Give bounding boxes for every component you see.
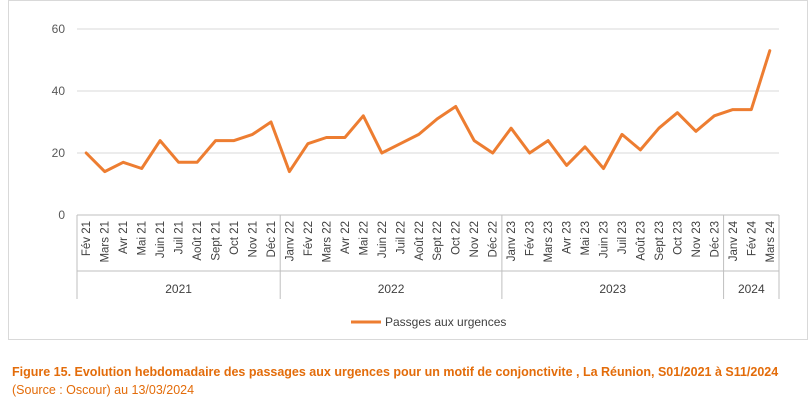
x-tick-label: Mai 23 [580,221,592,256]
x-tick-label: Juin 21 [155,221,167,258]
x-tick-label: Oct 21 [229,221,241,255]
x-tick-label: Juil 23 [617,221,629,254]
x-tick-label: Août 21 [192,221,204,261]
x-tick-label: Fév 22 [303,221,315,256]
x-tick-label: Sept 22 [432,221,444,261]
x-tick-label: Oct 23 [672,221,684,255]
legend-label: Passges aux urgences [385,315,506,329]
y-tick-label: 40 [52,84,66,98]
x-tick-label: Oct 22 [451,221,463,255]
x-tick-label: Nov 21 [248,221,260,257]
x-tick-label: Mars 21 [100,221,112,263]
x-tick-label: Fév 24 [746,220,758,256]
caption-source: (Source : Oscour) au 13/03/2024 [12,383,195,397]
x-tick-label: Janv 22 [284,221,296,261]
x-tick-label: Fév 23 [525,221,537,256]
series-line [84,49,772,174]
x-tick-label: Août 22 [414,221,426,261]
x-tick-label: Janv 23 [506,221,518,261]
y-tick-label: 60 [52,22,66,36]
x-tick-label: Août 23 [635,221,647,261]
figure-caption: Figure 15. Evolution hebdomadaire des pa… [12,363,808,399]
x-tick-label: Avr 22 [340,221,352,254]
x-tick-label: Sept 23 [654,221,666,261]
line-chart: 0 20 40 60 Fév 21 Mars 21 Avr 21 Mai 21 Juin 21 J… [52,22,780,329]
x-tick-label: Mai 22 [358,221,370,256]
x-tick-label: Avr 23 [562,221,574,254]
x-tick-label: Fév 21 [81,221,93,256]
x-tick-label: Mars 24 [765,220,777,262]
x-tick-label: Déc 21 [266,221,278,257]
chart-frame: 0 20 40 60 Fév 21 Mars 21 Avr 21 Mai 21 Juin 21 J… [8,0,808,340]
x-tick-label: Sept 21 [211,221,223,261]
caption-title: Figure 15. Evolution hebdomadaire des pa… [12,365,779,379]
x-tick-label: Avr 21 [118,221,130,254]
x-tick-label: Juil 22 [395,221,407,254]
x-tick-label: Juin 22 [377,221,389,258]
x-tick-label: Juil 21 [174,221,186,254]
x-tick-label: Déc 23 [709,221,721,257]
x-tick-label: Déc 22 [488,221,500,257]
x-tick-label: Mars 23 [543,221,555,263]
x-tick-label: Janv 24 [728,220,740,261]
x-tick-label: Nov 22 [469,221,481,257]
y-tick-label: 20 [52,146,66,160]
year-group-label: 2024 [738,282,765,296]
x-tick-label: Mai 21 [137,221,149,256]
x-tick-label: Juin 23 [599,221,611,258]
x-tick-label: Mars 22 [321,221,333,263]
year-group-label: 2023 [599,282,626,296]
year-group-label: 2022 [378,282,405,296]
x-tick-label: Nov 23 [691,221,703,257]
year-group-label: 2021 [165,282,192,296]
y-tick-label: 0 [58,208,65,222]
